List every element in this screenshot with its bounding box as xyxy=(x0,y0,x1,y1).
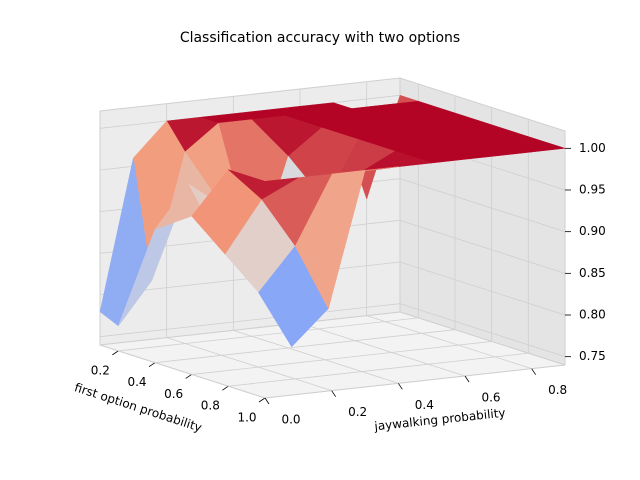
x-tick-label: 1.0 xyxy=(237,411,256,425)
z-tick-label: 0.90 xyxy=(579,224,606,238)
surface-patch xyxy=(228,169,299,200)
tick-mark xyxy=(222,385,229,391)
x-tick-label: 0.2 xyxy=(91,363,110,377)
tick-mark xyxy=(464,375,470,383)
tick-mark xyxy=(258,397,266,403)
tick-mark xyxy=(148,362,156,367)
x-tick-label: 0.8 xyxy=(201,399,220,413)
grid-line xyxy=(154,329,456,364)
z-tick-label: 0.80 xyxy=(579,308,606,322)
tick-mark xyxy=(398,383,403,390)
grid-line xyxy=(228,352,529,387)
grid-line xyxy=(366,315,532,370)
grid-line xyxy=(399,178,566,233)
y-tick-label: 0.8 xyxy=(548,383,567,397)
z-tick-label: 0.75 xyxy=(579,349,606,363)
y-axis-label: jaywalking probability xyxy=(373,406,506,434)
chart-title: Classification accuracy with two options xyxy=(180,30,460,46)
grid-line xyxy=(399,303,566,358)
grid-line xyxy=(233,329,399,384)
z-tick-label: 0.85 xyxy=(579,266,606,280)
z-tick-label: 0.95 xyxy=(579,183,606,197)
grid-line xyxy=(99,344,266,399)
x-tick-label: 0.4 xyxy=(127,375,146,389)
grid-line xyxy=(299,322,466,377)
tick-mark xyxy=(185,374,192,379)
y-tick-label: 0.4 xyxy=(415,398,434,412)
y-tick-label: 0.2 xyxy=(348,405,367,419)
y-tick-label: 0.0 xyxy=(281,413,300,427)
z-tick-label: 1.00 xyxy=(579,141,606,155)
y-tick-label: 0.6 xyxy=(481,391,500,405)
grid-line xyxy=(166,337,332,392)
tick-mark xyxy=(331,390,336,397)
grid-line xyxy=(118,317,419,352)
grid-line xyxy=(399,219,566,274)
tick-mark xyxy=(112,350,119,356)
grid-line xyxy=(99,303,401,338)
grid-line xyxy=(191,341,492,375)
grid-line xyxy=(399,261,566,316)
grid-line xyxy=(264,364,566,399)
tick-mark xyxy=(531,368,536,375)
x-tick-label: 0.6 xyxy=(164,387,183,401)
tick-mark xyxy=(264,397,270,405)
